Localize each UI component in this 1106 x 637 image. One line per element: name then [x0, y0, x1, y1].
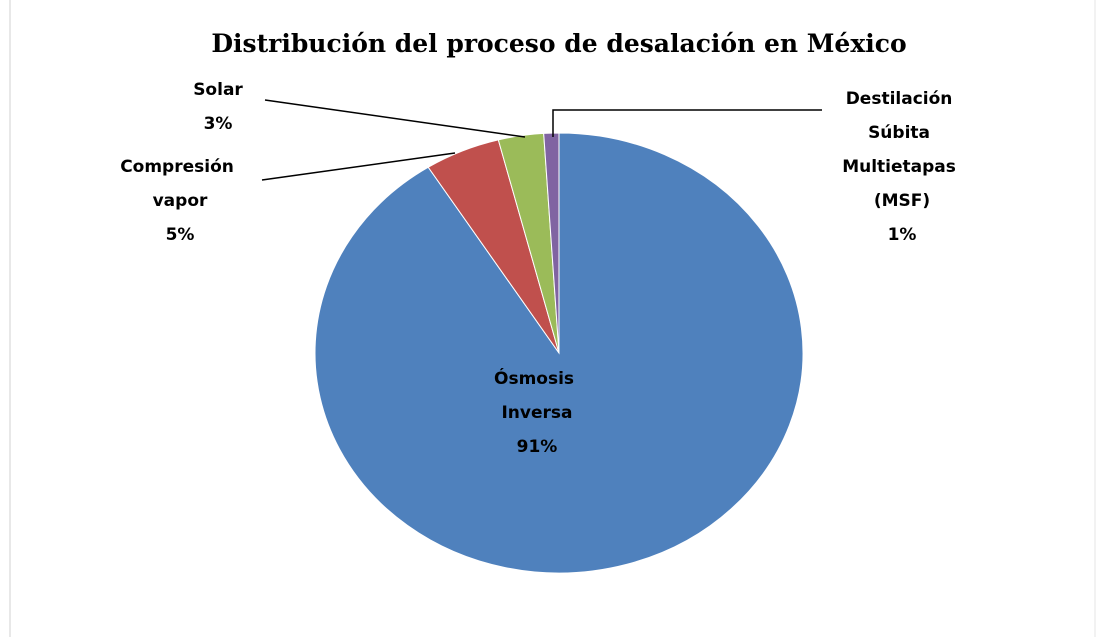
label-line: vapor [153, 191, 208, 211]
leader-line [264, 99, 526, 138]
label-line: Ósmosis [494, 367, 580, 389]
data-label-name: Solar [193, 80, 243, 100]
data-label-value: 1% [888, 225, 917, 245]
label-line: (MSF) [874, 191, 930, 211]
leader-line [261, 152, 456, 181]
data-label-value: 91% [517, 437, 558, 457]
label-line: Destilación [846, 89, 959, 109]
data-label-value: 3% [204, 114, 233, 134]
chart-title: Distribución del proceso de desalación e… [211, 29, 906, 58]
data-label-name: Ósmosis Inversa [494, 367, 580, 423]
data-label-name: Destilación Súbita Multietapas (MSF) [842, 89, 962, 211]
label-line: Multietapas [842, 157, 962, 177]
data-label-value: 5% [166, 225, 195, 245]
label-line: Súbita [868, 123, 936, 143]
label-line: Inversa [501, 403, 572, 423]
label-line: Compresión [120, 157, 240, 177]
pie-slice [543, 132, 560, 354]
label-line: Solar [193, 80, 243, 100]
data-label-name: Compresión vapor [120, 157, 240, 211]
leader-line [552, 109, 822, 137]
